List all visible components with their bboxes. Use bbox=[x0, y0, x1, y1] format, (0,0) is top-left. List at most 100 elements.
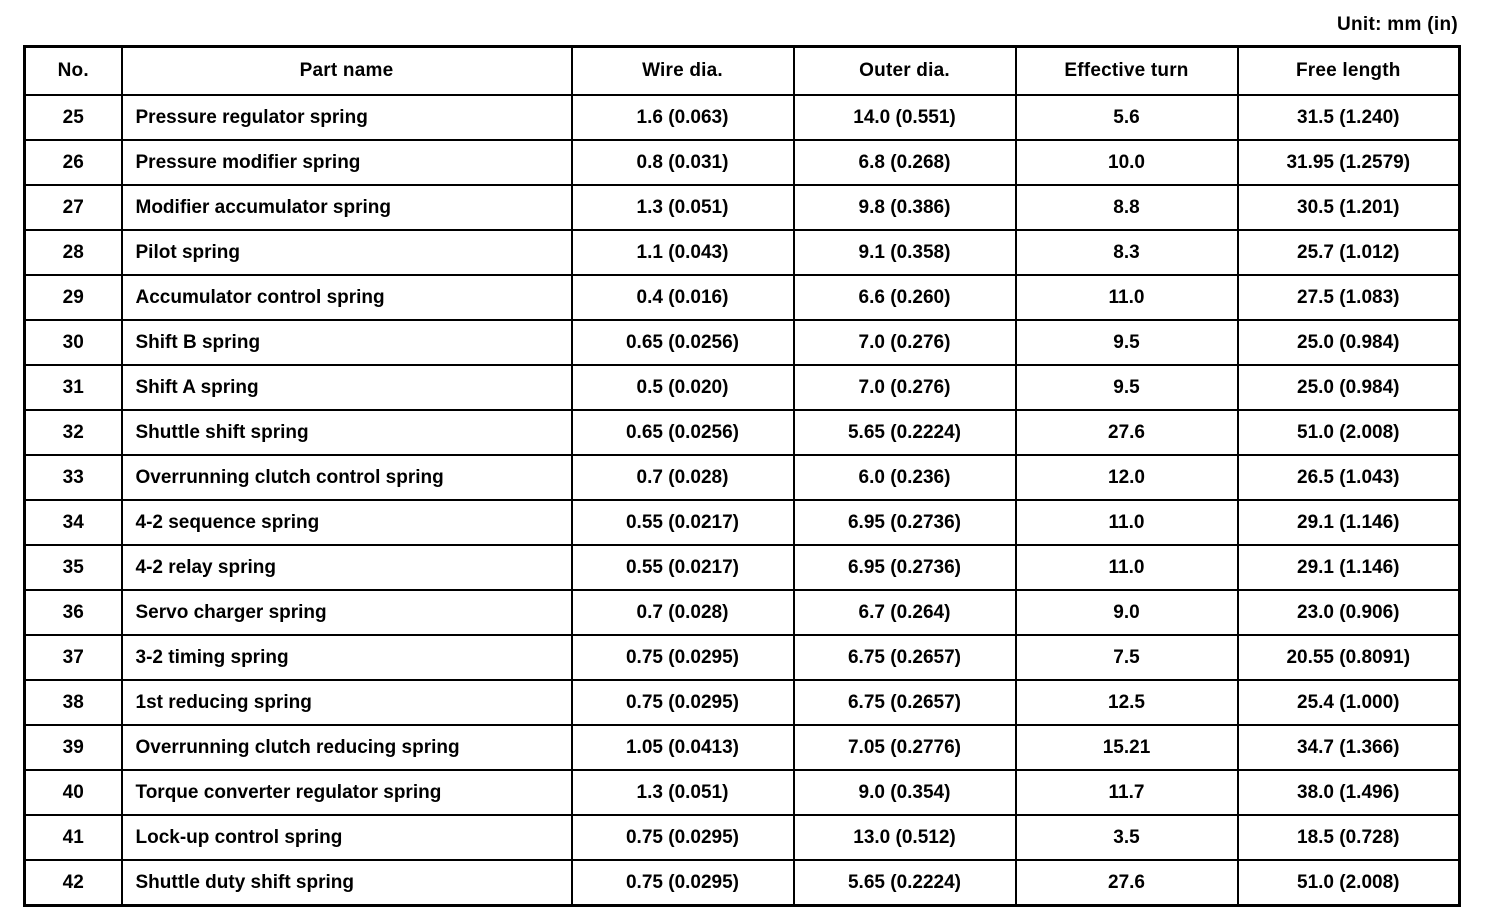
table-cell: 36 bbox=[23, 589, 123, 636]
table-cell: 27.6 bbox=[1014, 409, 1239, 456]
table-cell: 38.0 (1.496) bbox=[1236, 769, 1461, 816]
table-cell: 9.8 (0.386) bbox=[792, 184, 1017, 231]
table-cell: 5.65 (0.2224) bbox=[792, 409, 1017, 456]
table-cell: 31.5 (1.240) bbox=[1236, 94, 1461, 141]
table-cell: 25.7 (1.012) bbox=[1236, 229, 1461, 276]
table-cell: Pilot spring bbox=[120, 229, 573, 276]
table-cell: 26 bbox=[23, 139, 123, 186]
table-cell: 9.5 bbox=[1014, 319, 1239, 366]
table-cell: 0.65 (0.0256) bbox=[570, 319, 795, 366]
table-cell: 30.5 (1.201) bbox=[1236, 184, 1461, 231]
table-cell: 11.0 bbox=[1014, 274, 1239, 321]
table-cell: 26.5 (1.043) bbox=[1236, 454, 1461, 501]
table-cell: Shift A spring bbox=[120, 364, 573, 411]
table-cell: 34.7 (1.366) bbox=[1236, 724, 1461, 771]
table-cell: 9.5 bbox=[1014, 364, 1239, 411]
table-row: 27 Modifier accumulator spring 1.3 (0.051)… bbox=[23, 184, 1461, 231]
table-cell: 28 bbox=[23, 229, 123, 276]
table-cell: 41 bbox=[23, 814, 123, 861]
table-row: 37 3-2 timing spring 0.75 (0.0295) 6.75 (0.… bbox=[23, 634, 1461, 681]
table-cell: Overrunning clutch reducing spring bbox=[120, 724, 573, 771]
table-cell: 29.1 (1.146) bbox=[1236, 499, 1461, 546]
table-cell: 9.1 (0.358) bbox=[792, 229, 1017, 276]
table-cell: 12.5 bbox=[1014, 679, 1239, 726]
table-row: 35 4-2 relay spring 0.55 (0.0217) 6.95 (0.2… bbox=[23, 544, 1461, 591]
table-cell: 3.5 bbox=[1014, 814, 1239, 861]
table-cell: 51.0 (2.008) bbox=[1236, 859, 1461, 907]
table-body: 25 Pressure regulator spring 1.6 (0.063) 14… bbox=[23, 94, 1461, 907]
column-header-part-name: Part name bbox=[120, 45, 573, 96]
table-cell: 6.7 (0.264) bbox=[792, 589, 1017, 636]
table-row: 42 Shuttle duty shift spring 0.75 (0.0295)… bbox=[23, 859, 1461, 907]
table-cell: 6.6 (0.260) bbox=[792, 274, 1017, 321]
table-row: 39 Overrunning clutch reducing spring 1.05… bbox=[23, 724, 1461, 771]
table-cell: 31.95 (1.2579) bbox=[1236, 139, 1461, 186]
table-cell: 11.7 bbox=[1014, 769, 1239, 816]
table-cell: 40 bbox=[23, 769, 123, 816]
table-cell: Modifier accumulator spring bbox=[120, 184, 573, 231]
column-header-outer-dia: Outer dia. bbox=[792, 45, 1017, 96]
table-cell: 7.0 (0.276) bbox=[792, 364, 1017, 411]
table-row: 31 Shift A spring 0.5 (0.020) 7.0 (0.276) 9.… bbox=[23, 364, 1461, 411]
table-cell: 7.05 (0.2776) bbox=[792, 724, 1017, 771]
table-cell: 0.7 (0.028) bbox=[570, 589, 795, 636]
table-row: 29 Accumulator control spring 0.4 (0.016) 6… bbox=[23, 274, 1461, 321]
table-row: 33 Overrunning clutch control spring 0.7 (… bbox=[23, 454, 1461, 501]
table-row: 30 Shift B spring 0.65 (0.0256) 7.0 (0.276)… bbox=[23, 319, 1461, 366]
table-row: 41 Lock-up control spring 0.75 (0.0295) 13.… bbox=[23, 814, 1461, 861]
table-cell: 9.0 (0.354) bbox=[792, 769, 1017, 816]
table-row: 28 Pilot spring 1.1 (0.043) 9.1 (0.358) 8.3 2… bbox=[23, 229, 1461, 276]
column-header-free-length: Free length bbox=[1236, 45, 1461, 96]
table-cell: 6.0 (0.236) bbox=[792, 454, 1017, 501]
table-cell: 27.6 bbox=[1014, 859, 1239, 907]
table-header: No. Part name Wire dia. Outer dia. Effective… bbox=[23, 45, 1461, 96]
table-cell: 8.8 bbox=[1014, 184, 1239, 231]
table-cell: 39 bbox=[23, 724, 123, 771]
table-cell: 14.0 (0.551) bbox=[792, 94, 1017, 141]
table-cell: 51.0 (2.008) bbox=[1236, 409, 1461, 456]
table-cell: 27.5 (1.083) bbox=[1236, 274, 1461, 321]
table-cell: 11.0 bbox=[1014, 544, 1239, 591]
table-cell: 25 bbox=[23, 94, 123, 141]
table-cell: 1.05 (0.0413) bbox=[570, 724, 795, 771]
table-cell: 0.75 (0.0295) bbox=[570, 679, 795, 726]
table-cell: 0.55 (0.0217) bbox=[570, 499, 795, 546]
table-cell: 31 bbox=[23, 364, 123, 411]
table-cell: 6.95 (0.2736) bbox=[792, 499, 1017, 546]
table-cell: 13.0 (0.512) bbox=[792, 814, 1017, 861]
table-row: 25 Pressure regulator spring 1.6 (0.063) 14… bbox=[23, 94, 1461, 141]
table-cell: 15.21 bbox=[1014, 724, 1239, 771]
table-cell: 32 bbox=[23, 409, 123, 456]
table-cell: 30 bbox=[23, 319, 123, 366]
table-cell: 33 bbox=[23, 454, 123, 501]
table-cell: 6.8 (0.268) bbox=[792, 139, 1017, 186]
table-cell: 0.75 (0.0295) bbox=[570, 859, 795, 907]
table-row: 36 Servo charger spring 0.7 (0.028) 6.7 (0.… bbox=[23, 589, 1461, 636]
table-row: 38 1st reducing spring 0.75 (0.0295) 6.75 (… bbox=[23, 679, 1461, 726]
table-cell: 11.0 bbox=[1014, 499, 1239, 546]
table-cell: 27 bbox=[23, 184, 123, 231]
column-header-wire-dia: Wire dia. bbox=[570, 45, 795, 96]
table-cell: 6.95 (0.2736) bbox=[792, 544, 1017, 591]
table-cell: 0.75 (0.0295) bbox=[570, 634, 795, 681]
table-row: 40 Torque converter regulator spring 1.3 (… bbox=[23, 769, 1461, 816]
table-cell: 8.3 bbox=[1014, 229, 1239, 276]
table-cell: 0.4 (0.016) bbox=[570, 274, 795, 321]
table-cell: 25.0 (0.984) bbox=[1236, 364, 1461, 411]
table-cell: 29.1 (1.146) bbox=[1236, 544, 1461, 591]
table-row: 32 Shuttle shift spring 0.65 (0.0256) 5.65 … bbox=[23, 409, 1461, 456]
table-cell: 5.6 bbox=[1014, 94, 1239, 141]
table-cell: 0.75 (0.0295) bbox=[570, 814, 795, 861]
table-cell: Pressure modifier spring bbox=[120, 139, 573, 186]
table-cell: 20.55 (0.8091) bbox=[1236, 634, 1461, 681]
table-cell: 7.0 (0.276) bbox=[792, 319, 1017, 366]
table-cell: 5.65 (0.2224) bbox=[792, 859, 1017, 907]
table-cell: 0.65 (0.0256) bbox=[570, 409, 795, 456]
table-cell: 6.75 (0.2657) bbox=[792, 679, 1017, 726]
table-cell: 1.6 (0.063) bbox=[570, 94, 795, 141]
table-cell: 35 bbox=[23, 544, 123, 591]
table-cell: 1.1 (0.043) bbox=[570, 229, 795, 276]
table-cell: 6.75 (0.2657) bbox=[792, 634, 1017, 681]
table-row: 34 4-2 sequence spring 0.55 (0.0217) 6.95 (… bbox=[23, 499, 1461, 546]
